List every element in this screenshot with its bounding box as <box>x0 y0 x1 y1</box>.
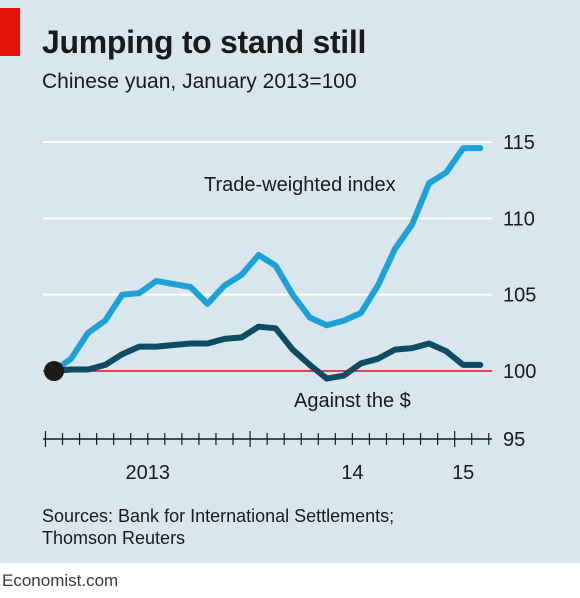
line-chart: 95 100 105 110 115 2013 14 15 Trade-weighted in… <box>43 132 537 484</box>
chart-title: Jumping to stand still <box>42 24 367 60</box>
chart-panel <box>0 0 580 563</box>
source-line-1: Sources: Bank for International Settleme… <box>42 506 395 526</box>
y-tick-label-115: 115 <box>503 132 535 154</box>
series-line-against-dollar <box>51 323 484 382</box>
annotation-against-dollar: Against the $ <box>294 390 411 412</box>
y-tick-label-105: 105 <box>503 285 536 307</box>
gridlines <box>43 141 492 296</box>
source-note: Sources: Bank for International Settleme… <box>42 505 394 549</box>
tick-labels: 95 100 105 110 115 2013 14 15 <box>126 132 537 484</box>
source-line-2: Thomson Reuters <box>42 528 186 548</box>
economist-brand: Economist.com <box>2 571 119 590</box>
annotation-trade-weighted: Trade-weighted index <box>204 174 396 196</box>
y-tick-label-95: 95 <box>503 429 525 451</box>
red-accent-tag <box>0 8 20 56</box>
start-point-marker <box>44 361 64 381</box>
y-tick-label-100: 100 <box>503 361 536 383</box>
chart-subtitle: Chinese yuan, January 2013=100 <box>42 70 357 93</box>
x-tick-label-2013: 2013 <box>126 462 171 484</box>
x-axis <box>43 431 492 447</box>
y-tick-label-110: 110 <box>503 208 535 230</box>
x-tick-label-15: 15 <box>452 462 474 484</box>
series-line-trade-weighted <box>51 145 484 374</box>
series-lines <box>43 145 492 382</box>
x-tick-label-14: 14 <box>341 462 363 484</box>
